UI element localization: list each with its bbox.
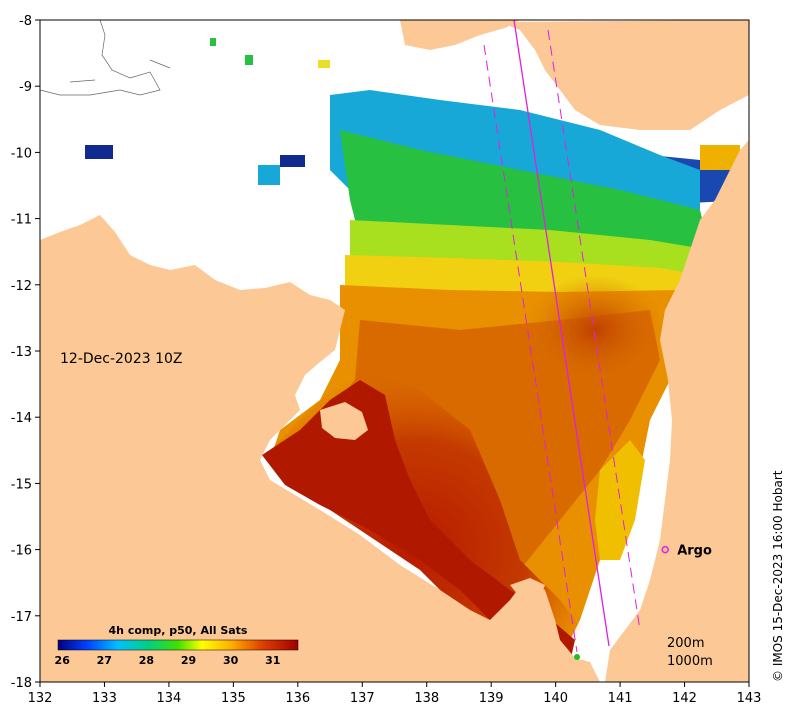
colorbar-title: 4h comp, p50, All Sats [109,624,248,637]
y-tick-label: -9 [19,80,32,95]
land-groote-eylandt [320,402,368,440]
colorbar-gradient [57,639,299,651]
x-tick-label: 137 [350,691,375,706]
sst-hot-shelf [262,380,575,662]
x-tick-label: 138 [414,691,439,706]
track-center-line [513,19,610,647]
colorbar-tick-label: 26 [55,654,71,667]
x-tick-label: 141 [608,691,633,706]
x-tick-label: 133 [92,691,117,706]
plot-area [40,20,749,682]
depth-legend-1000m: 1000m [667,654,713,669]
y-tick-label: -8 [19,14,32,29]
x-axis: 132 133 134 135 136 137 138 139 140 141 142 143 [28,682,762,706]
y-tick-label: -11 [11,213,32,228]
date-label: 12-Dec-2023 10Z [60,351,183,367]
y-tick-label: -16 [11,544,32,559]
sst-patch [318,60,330,68]
argo-label: Argo [677,544,712,559]
colorbar-tick-label: 31 [265,654,280,667]
x-tick-label: 136 [285,691,310,706]
y-tick-label: -13 [11,345,32,360]
sst-patch [280,155,305,167]
argo-marker [661,545,669,554]
sst-patch [258,165,280,185]
sst-yellow-strip-east [595,440,645,560]
sst-east-warm-core [525,275,665,385]
x-tick-label: 132 [28,691,53,706]
y-tick-label: -15 [11,477,32,492]
colorbar-tick-label: 29 [181,654,196,667]
depth-legend-200m: 200m [667,636,704,651]
x-tick-label: 142 [672,691,697,706]
y-tick-label: -18 [11,676,32,691]
track-edge-west [483,44,578,653]
colorbar-tick-label: 27 [97,654,112,667]
x-tick-label: 134 [156,691,181,706]
land-island [712,198,740,222]
x-tick-label: 139 [479,691,504,706]
land-cape-york [500,20,749,682]
sst-patch [245,55,253,65]
colorbar-tick-label: 28 [139,654,154,667]
sst-green-band [340,130,710,250]
y-tick-label: -10 [11,146,32,161]
sst-patch [85,145,113,159]
colorbar: 4h comp, p50, All Sats 26 27 28 29 30 31 [55,624,299,667]
coastline-detail [39,19,171,96]
y-tick-label: -17 [11,610,32,625]
track-end-marker [574,654,580,660]
y-tick-label: -12 [11,279,32,294]
satellite-track [483,19,641,653]
x-tick-label: 140 [543,691,568,706]
credit-text: © IMOS 15-Dec-2023 16:00 Hobart [771,470,785,682]
colorbar-ticks: 26 27 28 29 30 31 [55,654,281,667]
land-mornington-island [510,578,545,600]
y-axis: -8 -9 -10 -11 -12 -13 -14 -15 -16 -17 -18 [11,14,40,691]
colorbar-tick-label: 30 [223,654,239,667]
y-tick-label: -14 [11,411,32,426]
land-new-guinea [400,20,520,50]
x-tick-label: 143 [737,691,762,706]
x-tick-label: 135 [221,691,246,706]
sst-patch [210,38,216,46]
track-edge-east [547,29,641,631]
land-arnhem [40,215,600,682]
